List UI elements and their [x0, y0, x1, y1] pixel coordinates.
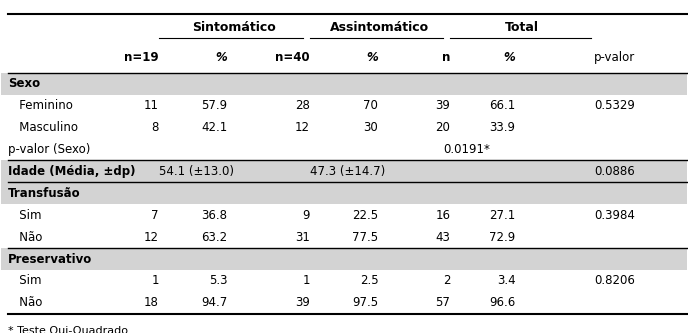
Text: n=19: n=19: [125, 51, 159, 64]
Text: Feminino: Feminino: [8, 99, 73, 112]
Text: 31: 31: [295, 231, 310, 244]
Text: 0.8206: 0.8206: [594, 274, 635, 287]
Bar: [1, 139, 687, 161]
Bar: [1, 73, 687, 95]
Text: 2: 2: [442, 274, 450, 287]
Text: 11: 11: [144, 99, 159, 112]
Text: 0.0886: 0.0886: [594, 165, 635, 178]
Text: 42.1: 42.1: [202, 121, 228, 134]
Text: 1: 1: [151, 274, 159, 287]
Bar: [1, 182, 687, 204]
Text: 30: 30: [363, 121, 378, 134]
Bar: [1, 248, 687, 270]
Text: Não: Não: [8, 296, 43, 309]
Text: 0.0191*: 0.0191*: [443, 143, 491, 156]
Text: Transfusão: Transfusão: [8, 187, 81, 200]
Text: p-valor: p-valor: [594, 51, 635, 64]
Text: 70: 70: [363, 99, 378, 112]
Text: Total: Total: [505, 21, 539, 34]
Text: 7: 7: [151, 209, 159, 222]
Bar: [1, 226, 687, 248]
Text: 66.1: 66.1: [489, 99, 515, 112]
Text: 63.2: 63.2: [202, 231, 228, 244]
Text: p-valor (Sexo): p-valor (Sexo): [8, 143, 91, 156]
Text: 9: 9: [302, 209, 310, 222]
Text: 77.5: 77.5: [352, 231, 378, 244]
Text: 12: 12: [294, 121, 310, 134]
Text: Idade (Média, ±dp): Idade (Média, ±dp): [8, 165, 136, 178]
Text: * Teste Qui-Quadrado: * Teste Qui-Quadrado: [8, 326, 128, 333]
Bar: [1, 161, 687, 182]
Text: 22.5: 22.5: [352, 209, 378, 222]
Bar: [1, 117, 687, 139]
Text: 94.7: 94.7: [202, 296, 228, 309]
Bar: [1, 204, 687, 226]
Text: 57.9: 57.9: [202, 99, 228, 112]
Text: 3.4: 3.4: [497, 274, 515, 287]
Text: 72.9: 72.9: [489, 231, 515, 244]
Text: Assintomático: Assintomático: [330, 21, 429, 34]
Text: 2.5: 2.5: [360, 274, 378, 287]
Text: 33.9: 33.9: [489, 121, 515, 134]
Bar: [1, 292, 687, 314]
Text: 39: 39: [436, 99, 450, 112]
Text: n: n: [442, 51, 450, 64]
Text: 54.1 (±13.0): 54.1 (±13.0): [159, 165, 234, 178]
Text: %: %: [504, 51, 515, 64]
Text: Sim: Sim: [8, 209, 42, 222]
Text: n=40: n=40: [275, 51, 310, 64]
Text: 16: 16: [436, 209, 450, 222]
Text: 5.3: 5.3: [209, 274, 228, 287]
Text: 20: 20: [436, 121, 450, 134]
Text: 0.3984: 0.3984: [594, 209, 635, 222]
Text: %: %: [367, 51, 378, 64]
Text: 27.1: 27.1: [489, 209, 515, 222]
Text: 0.5329: 0.5329: [594, 99, 635, 112]
Text: 28: 28: [295, 99, 310, 112]
Text: Preservativo: Preservativo: [8, 252, 92, 265]
Text: 96.6: 96.6: [489, 296, 515, 309]
Text: 12: 12: [144, 231, 159, 244]
Text: Não: Não: [8, 231, 43, 244]
Text: Sintomático: Sintomático: [193, 21, 277, 34]
Text: 43: 43: [436, 231, 450, 244]
Text: 36.8: 36.8: [202, 209, 228, 222]
Text: 97.5: 97.5: [352, 296, 378, 309]
Text: Sim: Sim: [8, 274, 42, 287]
Text: %: %: [216, 51, 228, 64]
Bar: [1, 95, 687, 117]
Text: 8: 8: [151, 121, 159, 134]
Text: 18: 18: [144, 296, 159, 309]
Text: 47.3 (±14.7): 47.3 (±14.7): [310, 165, 385, 178]
Text: Masculino: Masculino: [8, 121, 78, 134]
Text: 1: 1: [302, 274, 310, 287]
Text: Sexo: Sexo: [8, 77, 41, 90]
Text: 57: 57: [436, 296, 450, 309]
Text: 39: 39: [295, 296, 310, 309]
Bar: [1, 270, 687, 292]
